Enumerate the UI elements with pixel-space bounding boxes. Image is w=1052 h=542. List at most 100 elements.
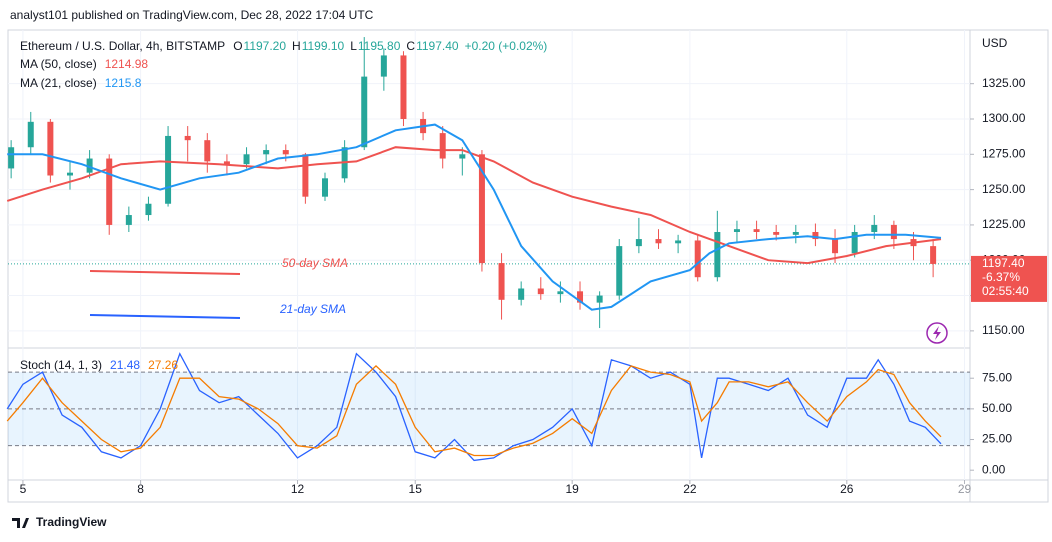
candle-body bbox=[675, 240, 682, 244]
price-label-box bbox=[971, 255, 1047, 302]
y-tick-label: 0.00 bbox=[982, 462, 1006, 476]
currency: USD bbox=[982, 36, 1008, 50]
candle-body bbox=[125, 215, 132, 225]
candle-body bbox=[930, 246, 937, 264]
price-label: 1197.40 bbox=[982, 256, 1025, 270]
candle-body bbox=[596, 295, 603, 303]
alert-icon-bolt bbox=[933, 326, 941, 340]
candle-body bbox=[66, 172, 73, 176]
x-tick-label: 15 bbox=[409, 482, 423, 496]
candle-body bbox=[302, 154, 309, 197]
legend-value: 1214.98 bbox=[105, 57, 149, 71]
price-label: 02:55:40 bbox=[982, 284, 1029, 298]
ohlc-label: L bbox=[350, 39, 357, 53]
alert-icon[interactable] bbox=[926, 322, 948, 344]
candle-body bbox=[773, 231, 780, 235]
candle-body bbox=[792, 231, 799, 235]
candle-body bbox=[655, 239, 662, 244]
frame bbox=[7, 29, 1049, 503]
x-tick-label: 26 bbox=[840, 482, 854, 496]
candle-body bbox=[165, 135, 172, 204]
candle-body bbox=[851, 231, 858, 254]
ohlc-label: C bbox=[406, 39, 415, 53]
ohlc-label: H bbox=[292, 39, 301, 53]
candle-body bbox=[106, 158, 113, 225]
y-tick-label: 1300.00 bbox=[982, 111, 1026, 125]
candle-body bbox=[400, 55, 407, 119]
annotation-line bbox=[89, 314, 241, 319]
y-tick-label: 1250.00 bbox=[982, 182, 1026, 196]
candle-body bbox=[47, 121, 54, 176]
ohlc-change: +0.20 (+0.02%) bbox=[465, 39, 548, 53]
footer-logo bbox=[12, 518, 29, 528]
legend-title: Ethereum / U.S. Dollar, 4h, BITSTAMP bbox=[20, 39, 225, 53]
line bbox=[6, 352, 942, 462]
candle-body bbox=[478, 154, 485, 264]
annotation-line bbox=[89, 270, 241, 275]
candle-body bbox=[871, 224, 878, 232]
candle-body bbox=[714, 231, 721, 278]
y-tick-label: 1325.00 bbox=[982, 76, 1026, 90]
candle-body bbox=[439, 133, 446, 159]
candle-body bbox=[832, 239, 839, 254]
candle-body bbox=[694, 240, 701, 278]
y-tick-label: 1275.00 bbox=[982, 146, 1026, 160]
line bbox=[6, 146, 942, 265]
y-tick-label: 1225.00 bbox=[982, 217, 1026, 231]
candle-body bbox=[459, 154, 466, 159]
y-tick-label: 1150.00 bbox=[982, 323, 1025, 337]
candle-body bbox=[518, 288, 525, 300]
candle-body bbox=[557, 291, 564, 295]
candle-body bbox=[635, 239, 642, 247]
ohlc-value: 1199.10 bbox=[302, 39, 345, 53]
legend-name: MA (50, close) bbox=[20, 57, 97, 71]
candle-body bbox=[223, 161, 230, 165]
stoch-value: 27.26 bbox=[148, 358, 178, 372]
x-tick-label: 8 bbox=[137, 482, 144, 496]
candle-body bbox=[145, 203, 152, 216]
x-tick-label: 22 bbox=[683, 482, 697, 496]
x-tick-label: 19 bbox=[565, 482, 579, 496]
candle-body bbox=[616, 246, 623, 296]
header: analyst101 published on TradingView.com,… bbox=[10, 8, 374, 22]
legend-name: MA (21, close) bbox=[20, 76, 97, 90]
candle-body bbox=[361, 76, 368, 148]
candle-body bbox=[8, 147, 15, 169]
x-tick-label: 5 bbox=[20, 482, 27, 496]
candle-body bbox=[890, 224, 897, 240]
candle-body bbox=[733, 229, 740, 232]
legend-value: 1215.8 bbox=[105, 76, 142, 90]
x-tick-label: 29 bbox=[958, 482, 972, 496]
stoch-value: 21.48 bbox=[110, 358, 140, 372]
stoch-band bbox=[8, 372, 970, 446]
ohlc-value: 1197.20 bbox=[244, 39, 287, 53]
line bbox=[6, 365, 942, 457]
annotation: 21-day SMA bbox=[279, 302, 346, 316]
candle-body bbox=[498, 263, 505, 300]
candle-body bbox=[812, 231, 819, 240]
y-tick-label: 75.00 bbox=[982, 370, 1012, 384]
candle-body bbox=[577, 291, 584, 303]
candle-body bbox=[184, 135, 191, 141]
candle-body bbox=[86, 158, 93, 173]
x-tick-label: 12 bbox=[291, 482, 305, 496]
candle-body bbox=[27, 121, 34, 148]
annotation: 50-day SMA bbox=[282, 256, 348, 270]
candle-body bbox=[282, 150, 289, 155]
candle-body bbox=[537, 288, 544, 295]
ohlc-value: 1197.40 bbox=[416, 39, 459, 53]
stoch-title: Stoch (14, 1, 3) bbox=[20, 358, 102, 372]
y-tick-label: 50.00 bbox=[982, 401, 1012, 415]
candle-body bbox=[204, 140, 211, 162]
footer: TradingView bbox=[36, 515, 107, 529]
ohlc-label: O bbox=[233, 39, 242, 53]
candle-body bbox=[263, 150, 270, 155]
candle-body bbox=[753, 229, 760, 232]
price-label: -6.37% bbox=[982, 270, 1020, 284]
candle-body bbox=[243, 154, 250, 165]
ohlc-value: 1195.80 bbox=[358, 39, 401, 53]
line bbox=[7, 123, 942, 311]
candle-body bbox=[380, 55, 387, 77]
